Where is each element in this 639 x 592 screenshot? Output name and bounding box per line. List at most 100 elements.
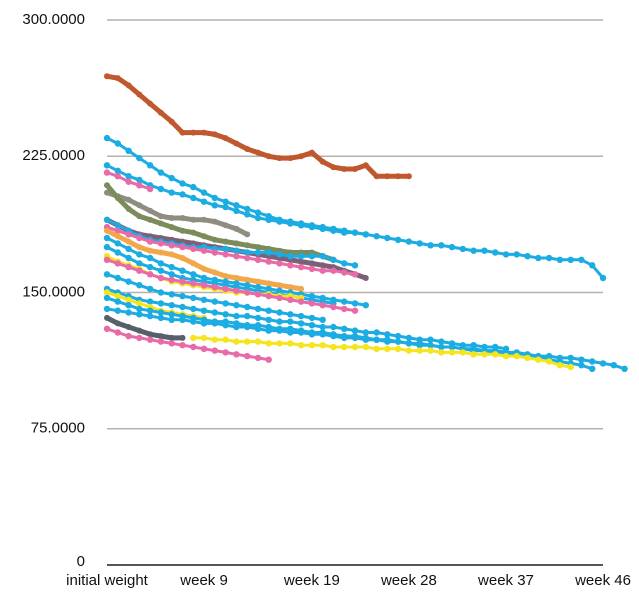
data-point	[125, 245, 132, 253]
data-point	[157, 169, 165, 176]
data-point	[146, 271, 154, 278]
data-point	[351, 307, 359, 314]
data-point	[114, 249, 122, 256]
data-point	[157, 240, 165, 247]
data-point	[265, 327, 272, 334]
data-point	[265, 249, 272, 256]
data-point	[136, 234, 143, 242]
data-point	[114, 227, 122, 234]
data-point	[125, 205, 132, 212]
data-point	[405, 173, 412, 180]
data-point	[179, 292, 186, 300]
data-point	[168, 311, 175, 318]
data-point	[157, 289, 165, 296]
series-20	[190, 334, 574, 371]
data-point	[179, 191, 186, 198]
data-point	[244, 231, 251, 238]
data-point	[211, 309, 218, 316]
data-point	[448, 243, 456, 251]
data-point	[362, 343, 369, 351]
series-line	[105, 163, 368, 236]
data-point	[556, 256, 564, 263]
gridlines	[107, 19, 603, 566]
data-point	[319, 158, 326, 165]
data-point	[201, 265, 207, 272]
x-axis-ticks: initial weight week 9 week 19 week 28 week 3…	[66, 572, 631, 589]
data-point	[157, 309, 165, 316]
data-point	[265, 280, 272, 287]
data-point	[179, 243, 186, 251]
data-point	[103, 294, 111, 302]
data-point	[567, 256, 574, 263]
data-point	[319, 302, 326, 309]
data-point	[211, 202, 218, 209]
data-point	[492, 351, 499, 358]
data-point	[136, 305, 143, 313]
data-point	[330, 332, 337, 340]
data-point	[179, 215, 186, 221]
data-point	[276, 327, 283, 334]
data-point	[233, 323, 240, 331]
series-group	[103, 73, 628, 372]
data-point	[222, 285, 229, 293]
data-point	[373, 173, 380, 180]
data-point	[190, 305, 197, 313]
data-point	[351, 229, 359, 236]
data-point	[233, 247, 240, 254]
data-point	[244, 242, 251, 249]
data-point	[438, 242, 445, 249]
data-point	[103, 216, 111, 223]
data-point	[341, 298, 348, 305]
data-point	[427, 336, 434, 343]
data-point	[513, 251, 520, 258]
data-point	[276, 318, 283, 325]
data-point	[448, 343, 456, 351]
data-point	[233, 225, 240, 232]
data-point	[330, 267, 337, 274]
data-point	[190, 194, 197, 202]
data-point	[190, 343, 197, 351]
data-point	[168, 263, 175, 271]
data-point	[200, 282, 208, 289]
series-line	[105, 296, 594, 371]
data-point	[244, 211, 251, 218]
data-point	[103, 234, 111, 242]
data-point	[233, 275, 240, 281]
data-point	[373, 345, 380, 352]
data-point	[481, 351, 488, 358]
data-point	[222, 322, 229, 329]
series-9	[103, 223, 359, 278]
data-point	[254, 314, 262, 322]
data-point	[255, 149, 261, 156]
data-point	[114, 298, 122, 305]
data-point	[610, 362, 617, 369]
data-point	[578, 362, 585, 369]
data-point	[330, 303, 337, 311]
data-point	[200, 189, 208, 196]
data-point	[362, 275, 369, 281]
data-point	[287, 311, 294, 318]
data-point	[459, 245, 466, 253]
data-point	[341, 343, 348, 351]
data-point	[330, 256, 337, 263]
data-point	[341, 166, 348, 172]
data-point	[114, 329, 122, 336]
data-point	[297, 263, 305, 271]
data-point	[341, 305, 348, 313]
data-point	[287, 340, 294, 347]
data-point	[211, 347, 218, 354]
data-point	[567, 363, 574, 371]
data-point	[330, 343, 337, 351]
data-point	[319, 342, 326, 349]
data-point	[200, 320, 208, 327]
y-tick-label: 150.0000	[22, 283, 85, 300]
series-line	[104, 73, 412, 179]
data-point	[179, 267, 186, 274]
data-point	[146, 298, 154, 305]
data-point	[114, 140, 122, 147]
data-point	[297, 298, 305, 305]
data-point	[427, 242, 434, 249]
data-point	[330, 323, 337, 331]
data-point	[233, 240, 240, 247]
data-point	[222, 245, 229, 253]
